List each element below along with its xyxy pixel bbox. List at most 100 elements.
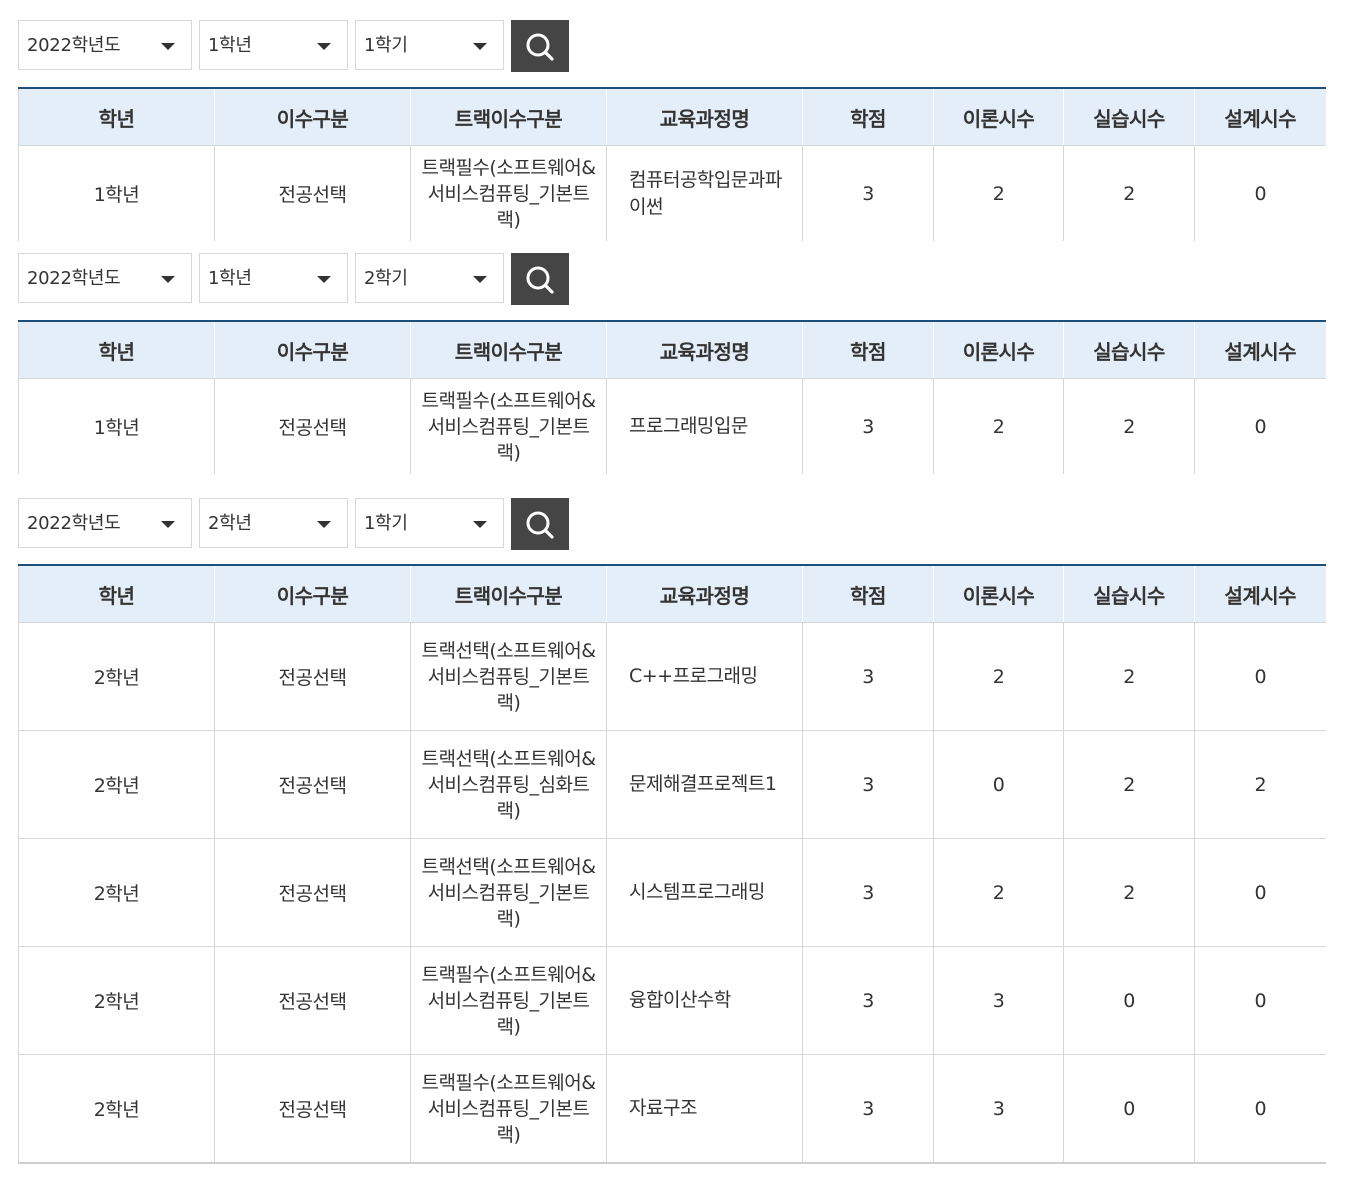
grade-select[interactable]: 2학년 bbox=[199, 498, 348, 548]
table-header-row: 학년 이수구분 트랙이수구분 교육과정명 학점 이론시수 실습시수 설계시수 bbox=[18, 88, 1326, 146]
search-button[interactable] bbox=[511, 498, 569, 550]
cell-design: 2 bbox=[1194, 730, 1326, 839]
col-header-track: 트랙이수구분 bbox=[410, 565, 607, 623]
cell-track: 트랙필수(소프트웨어&서비스컴퓨팅_기본트랙) bbox=[410, 378, 607, 474]
col-header-course: 교육과정명 bbox=[606, 88, 803, 146]
cell-course: 프로그래밍입문 bbox=[606, 378, 803, 474]
cell-design: 0 bbox=[1254, 182, 1267, 205]
chevron-down-icon bbox=[473, 43, 487, 50]
cell-practice: 0 bbox=[1063, 1054, 1195, 1164]
cell-grade: 2학년 bbox=[18, 730, 215, 839]
cell-track: 트랙필수(소프트웨어&서비스컴퓨팅_기본트랙) bbox=[410, 946, 607, 1055]
grade-select-value: 2학년 bbox=[208, 513, 252, 534]
col-header-category: 이수구분 bbox=[214, 321, 411, 379]
chevron-down-icon bbox=[317, 276, 331, 283]
cell-practice: 2 bbox=[1063, 838, 1195, 947]
cell-practice: 2 bbox=[1063, 145, 1195, 241]
curriculum-table: 학년 이수구분 트랙이수구분 교육과정명 학점 이론시수 실습시수 설계시수 1… bbox=[18, 320, 1326, 474]
chevron-down-icon bbox=[317, 43, 331, 50]
chevron-down-icon bbox=[473, 521, 487, 528]
search-button[interactable] bbox=[511, 20, 569, 72]
year-select-value: 2022학년도 bbox=[27, 513, 121, 534]
term-select[interactable]: 1학기 bbox=[355, 20, 504, 70]
cell-track: 트랙선택(소프트웨어&서비스컴퓨팅_심화트랙) bbox=[410, 730, 607, 839]
search-button[interactable] bbox=[511, 253, 569, 305]
cell-credits: 3 bbox=[802, 946, 934, 1055]
cell-course: 융합이산수학 bbox=[606, 946, 803, 1055]
table-row: 1학년 전공선택 트랙필수(소프트웨어&서비스컴퓨팅_기본트랙) 컴퓨터공학입문… bbox=[18, 145, 1326, 241]
cell-category: 전공선택 bbox=[214, 730, 411, 839]
cell-theory: 2 bbox=[933, 378, 1064, 474]
cell-course: 시스템프로그래밍 bbox=[606, 838, 803, 947]
curriculum-table: 학년 이수구분 트랙이수구분 교육과정명 학점 이론시수 실습시수 설계시수 2… bbox=[18, 564, 1326, 1164]
cell-track: 트랙선택(소프트웨어&서비스컴퓨팅_기본트랙) bbox=[410, 622, 607, 731]
col-header-grade: 학년 bbox=[18, 88, 215, 146]
cell-theory: 0 bbox=[933, 730, 1064, 839]
cell-design: 0 bbox=[1194, 838, 1326, 947]
table-row: 2학년 전공선택 트랙필수(소프트웨어&서비스컴퓨팅_기본트랙) 자료구조 3 … bbox=[18, 1054, 1326, 1164]
year-select[interactable]: 2022학년도 bbox=[18, 253, 192, 303]
cell-design: 0 bbox=[1194, 946, 1326, 1055]
grade-select-value: 1학년 bbox=[208, 35, 252, 56]
cell-category: 전공선택 bbox=[214, 145, 411, 241]
col-header-credits: 학점 bbox=[802, 565, 934, 623]
col-header-theory: 이론시수 bbox=[933, 321, 1064, 379]
cell-design: 0 bbox=[1194, 622, 1326, 731]
table-row: 1학년 전공선택 트랙필수(소프트웨어&서비스컴퓨팅_기본트랙) 프로그래밍입문… bbox=[18, 378, 1326, 474]
table-row: 2학년 전공선택 트랙선택(소프트웨어&서비스컴퓨팅_심화트랙) 문제해결프로젝… bbox=[18, 730, 1326, 839]
col-header-credits: 학점 bbox=[802, 321, 934, 379]
term-select-value: 1학기 bbox=[364, 35, 408, 56]
col-header-grade: 학년 bbox=[18, 321, 215, 379]
cell-theory: 2 bbox=[933, 145, 1064, 241]
search-icon bbox=[526, 33, 554, 61]
chevron-down-icon bbox=[161, 521, 175, 528]
cell-grade: 1학년 bbox=[18, 145, 215, 241]
term-select[interactable]: 2학기 bbox=[355, 253, 504, 303]
grade-select[interactable]: 1학년 bbox=[199, 20, 348, 70]
cell-credits: 3 bbox=[802, 1054, 934, 1164]
filter-bar: 2022학년도 1학년 2학기 bbox=[18, 253, 1325, 305]
table-row: 2학년 전공선택 트랙선택(소프트웨어&서비스컴퓨팅_기본트랙) C++프로그래… bbox=[18, 622, 1326, 731]
year-select[interactable]: 2022학년도 bbox=[18, 20, 192, 70]
col-header-design: 설계시수 bbox=[1194, 321, 1326, 379]
cell-course: 자료구조 bbox=[606, 1054, 803, 1164]
cell-practice: 0 bbox=[1063, 946, 1195, 1055]
curriculum-table: 학년 이수구분 트랙이수구분 교육과정명 학점 이론시수 실습시수 설계시수 1… bbox=[18, 87, 1326, 241]
cell-grade: 2학년 bbox=[18, 946, 215, 1055]
cell-track: 트랙필수(소프트웨어&서비스컴퓨팅_기본트랙) bbox=[410, 1054, 607, 1164]
cell-theory: 3 bbox=[933, 1054, 1064, 1164]
cell-category: 전공선택 bbox=[214, 838, 411, 947]
year-select-value: 2022학년도 bbox=[27, 35, 121, 56]
year-select-value: 2022학년도 bbox=[27, 268, 121, 289]
grade-select[interactable]: 1학년 bbox=[199, 253, 348, 303]
term-select-value: 1학기 bbox=[364, 513, 408, 534]
col-header-credits: 학점 bbox=[802, 88, 934, 146]
col-header-practice: 실습시수 bbox=[1063, 88, 1195, 146]
col-header-category: 이수구분 bbox=[214, 565, 411, 623]
cell-track: 트랙필수(소프트웨어&서비스컴퓨팅_기본트랙) bbox=[410, 145, 607, 241]
col-header-theory: 이론시수 bbox=[933, 565, 1064, 623]
search-icon bbox=[526, 511, 554, 539]
col-header-practice: 실습시수 bbox=[1063, 321, 1195, 379]
cell-course: C++프로그래밍 bbox=[606, 622, 803, 731]
cell-grade: 2학년 bbox=[18, 622, 215, 731]
col-header-track: 트랙이수구분 bbox=[410, 321, 607, 379]
cell-credits: 3 bbox=[802, 145, 934, 241]
search-icon bbox=[526, 266, 554, 294]
col-header-design: 설계시수 bbox=[1194, 88, 1326, 146]
chevron-down-icon bbox=[161, 276, 175, 283]
col-header-category: 이수구분 bbox=[214, 88, 411, 146]
table-row: 2학년 전공선택 트랙필수(소프트웨어&서비스컴퓨팅_기본트랙) 융합이산수학 … bbox=[18, 946, 1326, 1055]
filter-bar: 2022학년도 2학년 1학기 bbox=[18, 498, 1325, 550]
cell-course: 컴퓨터공학입문과파이썬 bbox=[606, 145, 803, 241]
col-header-practice: 실습시수 bbox=[1063, 565, 1195, 623]
col-header-theory: 이론시수 bbox=[933, 88, 1064, 146]
col-header-grade: 학년 bbox=[18, 565, 215, 623]
table-row: 2학년 전공선택 트랙선택(소프트웨어&서비스컴퓨팅_기본트랙) 시스템프로그래… bbox=[18, 838, 1326, 947]
curriculum-section-1: 2022학년도 1학년 1학기 학년 이수구분 트랙이수구분 교육과정명 bbox=[18, 20, 1326, 241]
cell-practice: 2 bbox=[1063, 378, 1195, 474]
year-select[interactable]: 2022학년도 bbox=[18, 498, 192, 548]
cell-track: 트랙선택(소프트웨어&서비스컴퓨팅_기본트랙) bbox=[410, 838, 607, 947]
cell-category: 전공선택 bbox=[214, 946, 411, 1055]
term-select[interactable]: 1학기 bbox=[355, 498, 504, 548]
